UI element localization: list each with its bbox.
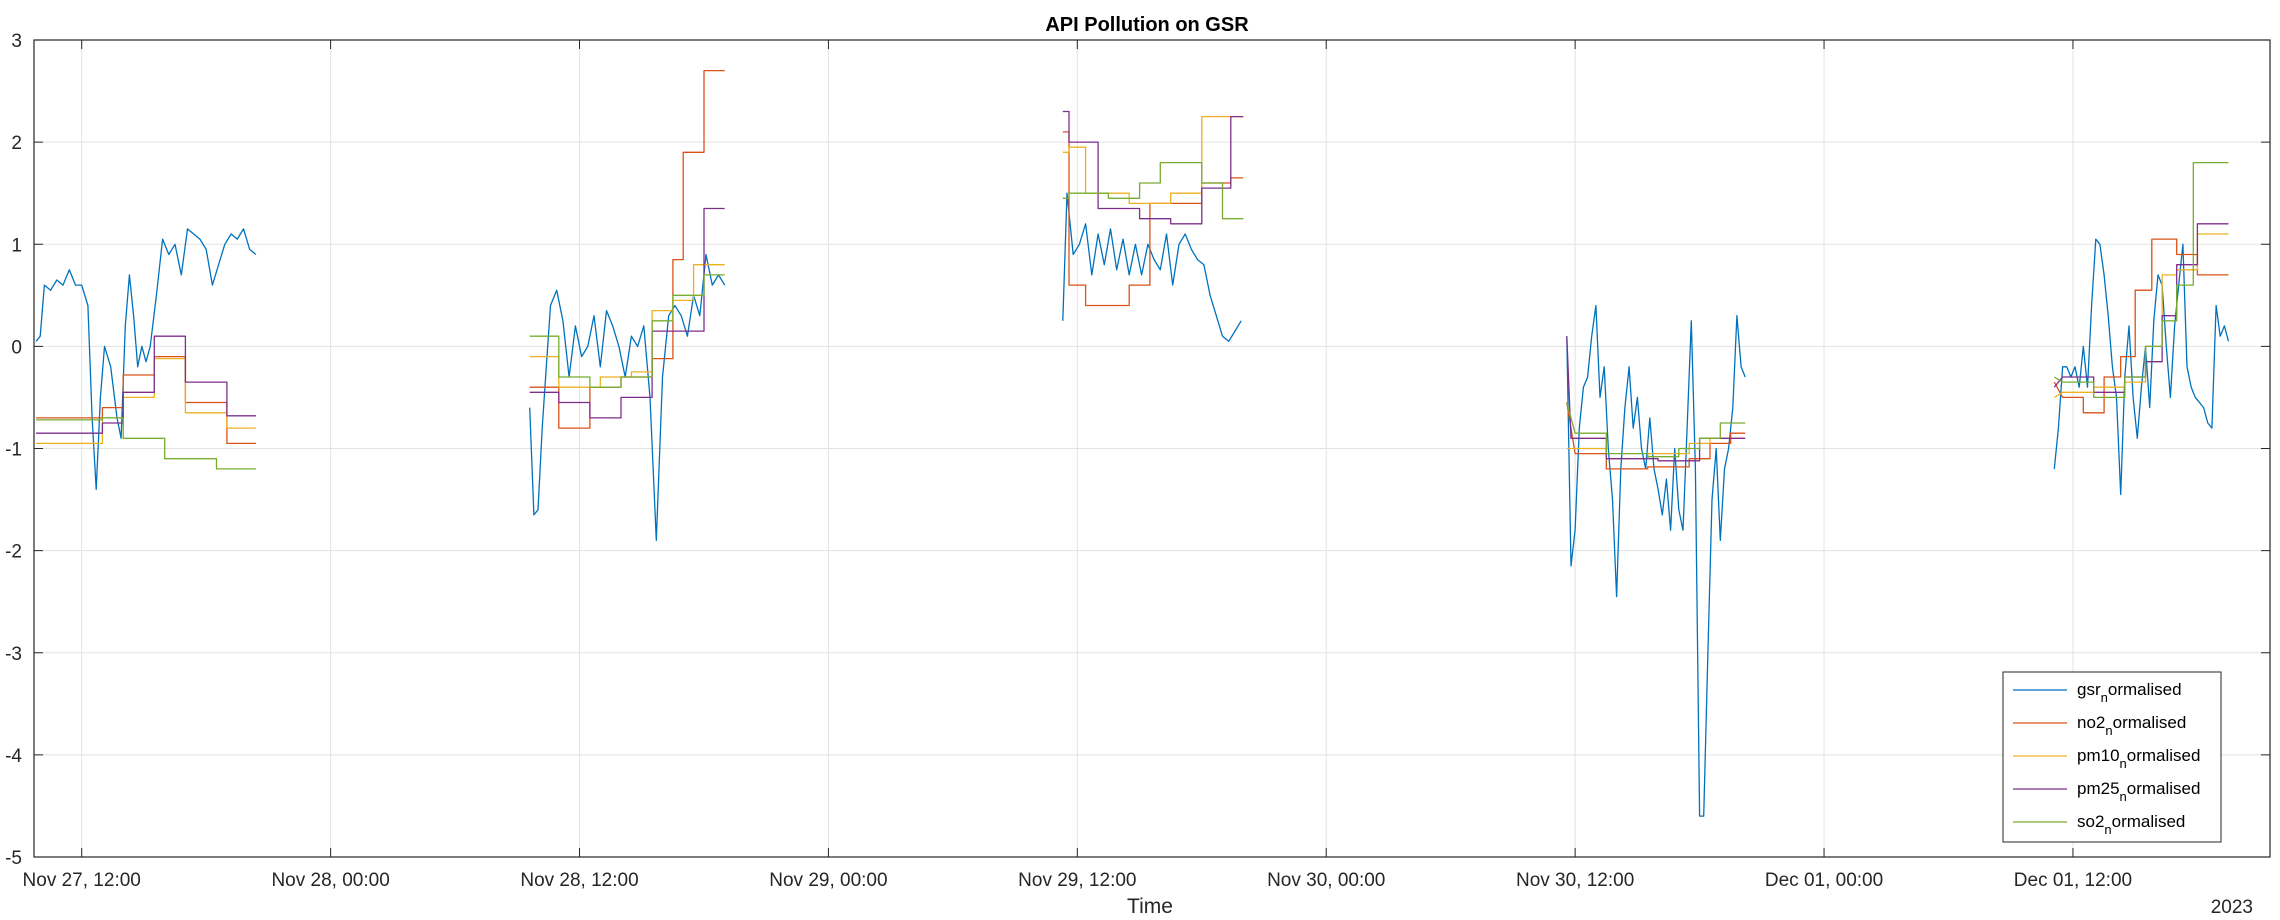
x-tick-label: Dec 01, 00:00 [1765, 870, 1883, 891]
series-line-segment [529, 264, 725, 388]
legend: gsrnormalised no2normalised pm10normalised… [2002, 671, 2222, 843]
series-line-segment [2053, 161, 2229, 399]
series-line-segment [529, 207, 725, 419]
x-axis-label: Time [1127, 895, 1173, 918]
series-line-segment [2053, 238, 2229, 414]
series-layer [35, 69, 2230, 817]
legend-entry: pm10normalised [2077, 746, 2200, 771]
legend-entry: so2normalised [2077, 812, 2185, 837]
series-line-segment [2053, 238, 2230, 496]
series-line-segment [1062, 131, 1244, 307]
y-tick-label: 1 [11, 235, 22, 256]
series-line-segment [35, 228, 257, 490]
x-tick-label: Nov 29, 12:00 [1018, 870, 1136, 891]
y-tick-label: -1 [5, 440, 22, 461]
series-line-segment [1566, 402, 1746, 458]
x-tick-label: Nov 30, 12:00 [1516, 870, 1634, 891]
legend-entry: no2normalised [2077, 713, 2186, 738]
y-tick-label: -4 [5, 746, 22, 767]
series-line-segment [36, 417, 256, 470]
series-line-segment [529, 274, 725, 388]
legend-entry: pm25normalised [2077, 779, 2200, 804]
series-line-segment [529, 253, 726, 542]
y-tick-label: -5 [5, 848, 22, 869]
x-tick-label: Nov 30, 00:00 [1267, 870, 1385, 891]
series-line-segment [1062, 110, 1244, 225]
x-tick-label: Nov 28, 12:00 [520, 870, 638, 891]
x-tick-label: Nov 27, 12:00 [23, 870, 141, 891]
series-gsr-normalised [35, 192, 2230, 817]
x-tick-label: Nov 28, 00:00 [271, 870, 389, 891]
series-line-segment [1566, 304, 1746, 817]
x-tick-label: Nov 29, 00:00 [769, 870, 887, 891]
y-tick-label: 2 [11, 133, 22, 154]
series-line-segment [1062, 161, 1244, 220]
chart-title: API Pollution on GSR [1045, 14, 1249, 36]
x-tick-label: Dec 01, 12:00 [2014, 870, 2132, 891]
series-so2-normalised [36, 161, 2229, 470]
x-axis-year: 2023 [2211, 897, 2253, 918]
series-line-segment [36, 335, 256, 434]
series-line-segment [1062, 192, 1242, 342]
legend-entry: gsrnormalised [2077, 680, 2182, 705]
y-tick-label: 0 [11, 337, 22, 358]
y-tick-label: -3 [5, 644, 22, 665]
y-tick-label: -2 [5, 542, 22, 563]
y-tick-label: 3 [11, 31, 22, 52]
legend-box [2002, 671, 2222, 843]
